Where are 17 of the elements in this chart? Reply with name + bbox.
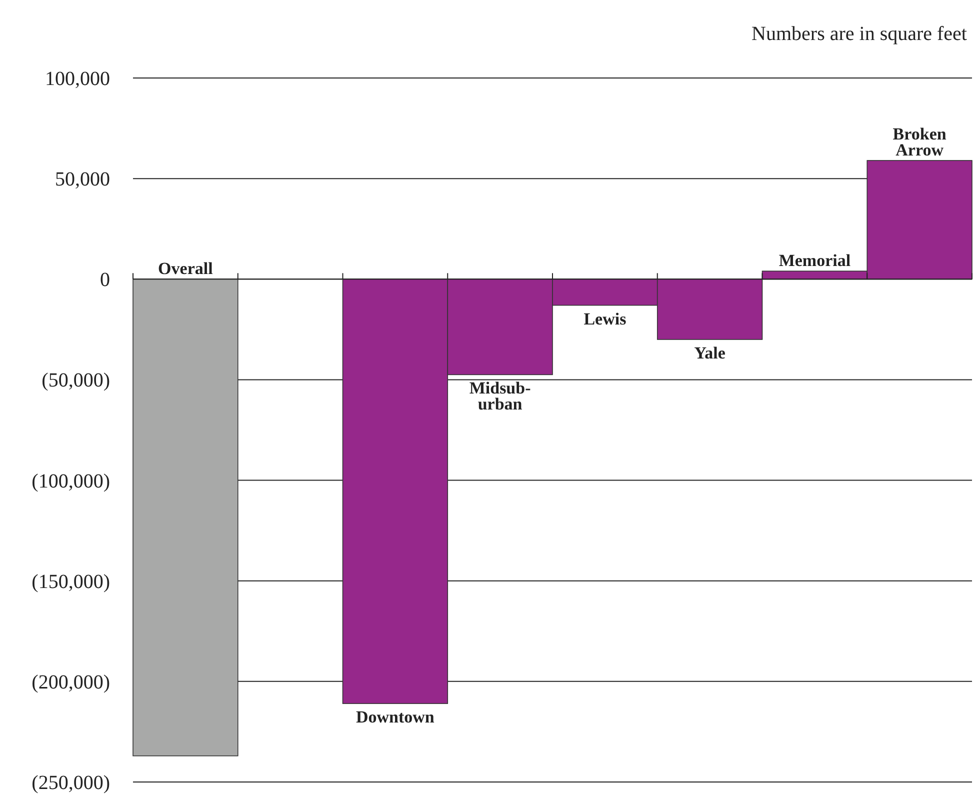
y-tick-label: (100,000) xyxy=(32,470,110,492)
bar xyxy=(132,278,238,756)
y-tick-label: (50,000) xyxy=(42,370,110,392)
y-tick-label: 0 xyxy=(100,269,110,292)
y-tick-label: (150,000) xyxy=(32,570,110,593)
x-tick-label: Lewis xyxy=(584,309,627,328)
text: Numbers are in square feet xyxy=(752,23,968,45)
y-tick-label: 100,000 xyxy=(45,68,110,90)
y-tick-label: (250,000) xyxy=(32,772,110,794)
x-tick-label: Midsub-urban xyxy=(469,378,532,414)
y-tick-label: (200,000) xyxy=(32,671,110,694)
x-tick-label: Yale xyxy=(694,343,726,362)
x-tick-label: Downtown xyxy=(356,708,435,727)
y-tick-label: 50,000 xyxy=(55,168,110,191)
x-tick-label: Overall xyxy=(158,259,214,278)
x-tick-label: Memorial xyxy=(778,251,851,270)
x-tick-label: Broken Arrow xyxy=(892,124,947,160)
